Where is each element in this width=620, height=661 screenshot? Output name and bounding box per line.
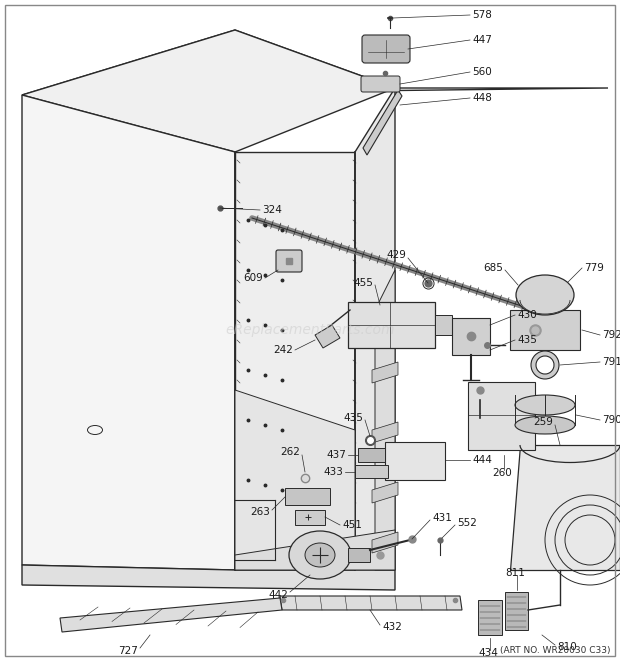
Text: 435: 435 xyxy=(517,335,537,345)
Text: 262: 262 xyxy=(280,447,300,457)
Text: 810: 810 xyxy=(557,642,577,652)
Polygon shape xyxy=(478,600,502,635)
Text: 792: 792 xyxy=(602,330,620,340)
Text: 242: 242 xyxy=(273,345,293,355)
Text: 263: 263 xyxy=(250,507,270,517)
Polygon shape xyxy=(372,362,398,383)
Polygon shape xyxy=(372,532,398,553)
Polygon shape xyxy=(295,510,325,525)
Polygon shape xyxy=(280,596,462,610)
Polygon shape xyxy=(363,90,402,155)
Ellipse shape xyxy=(289,531,351,579)
Polygon shape xyxy=(358,448,385,462)
Polygon shape xyxy=(468,382,535,450)
Ellipse shape xyxy=(515,395,575,415)
Polygon shape xyxy=(510,310,580,350)
Polygon shape xyxy=(285,488,330,505)
Text: 791: 791 xyxy=(602,357,620,367)
Text: (ART NO. WR20030 C33): (ART NO. WR20030 C33) xyxy=(500,646,610,655)
Text: 779: 779 xyxy=(584,263,604,273)
Polygon shape xyxy=(372,482,398,503)
Text: 727: 727 xyxy=(118,646,138,656)
Polygon shape xyxy=(315,325,340,348)
Ellipse shape xyxy=(305,543,335,567)
Polygon shape xyxy=(385,442,445,480)
Polygon shape xyxy=(355,88,395,570)
Text: 442: 442 xyxy=(268,590,288,600)
Text: 560: 560 xyxy=(472,67,492,77)
Polygon shape xyxy=(235,530,395,570)
Polygon shape xyxy=(22,95,235,570)
Polygon shape xyxy=(372,422,398,443)
Polygon shape xyxy=(505,592,528,630)
Text: 429: 429 xyxy=(386,250,406,260)
Text: 811: 811 xyxy=(505,568,525,578)
Polygon shape xyxy=(60,598,282,632)
Polygon shape xyxy=(22,30,608,95)
Polygon shape xyxy=(235,390,355,570)
Polygon shape xyxy=(375,270,395,570)
Text: 433: 433 xyxy=(323,467,343,477)
Polygon shape xyxy=(348,302,435,348)
Text: 578: 578 xyxy=(472,10,492,20)
Polygon shape xyxy=(355,465,388,478)
Text: 448: 448 xyxy=(472,93,492,103)
FancyBboxPatch shape xyxy=(361,76,400,92)
Text: 609: 609 xyxy=(243,273,263,283)
Text: 260: 260 xyxy=(492,468,512,478)
Text: 259: 259 xyxy=(533,417,553,427)
Text: 455: 455 xyxy=(353,278,373,288)
Text: 324: 324 xyxy=(262,205,282,215)
Text: 685: 685 xyxy=(483,263,503,273)
Text: 430: 430 xyxy=(517,310,537,320)
Text: 451: 451 xyxy=(342,520,362,530)
Text: 552: 552 xyxy=(457,518,477,528)
FancyBboxPatch shape xyxy=(362,35,410,63)
Text: 437: 437 xyxy=(326,450,346,460)
Polygon shape xyxy=(22,30,395,152)
Ellipse shape xyxy=(516,275,574,315)
Text: 447: 447 xyxy=(472,35,492,45)
Text: 435: 435 xyxy=(343,413,363,423)
Text: 444: 444 xyxy=(472,455,492,465)
Polygon shape xyxy=(452,318,490,355)
Polygon shape xyxy=(22,565,395,590)
Polygon shape xyxy=(235,152,355,570)
Text: 431: 431 xyxy=(432,513,452,523)
Polygon shape xyxy=(435,315,452,335)
Polygon shape xyxy=(372,312,398,333)
Text: 434: 434 xyxy=(478,648,498,658)
Polygon shape xyxy=(348,548,370,562)
Text: eReplacementParts.com: eReplacementParts.com xyxy=(225,323,395,337)
Text: 432: 432 xyxy=(382,622,402,632)
Ellipse shape xyxy=(515,416,575,434)
Text: 790: 790 xyxy=(602,415,620,425)
FancyBboxPatch shape xyxy=(276,250,302,272)
Polygon shape xyxy=(510,445,620,570)
